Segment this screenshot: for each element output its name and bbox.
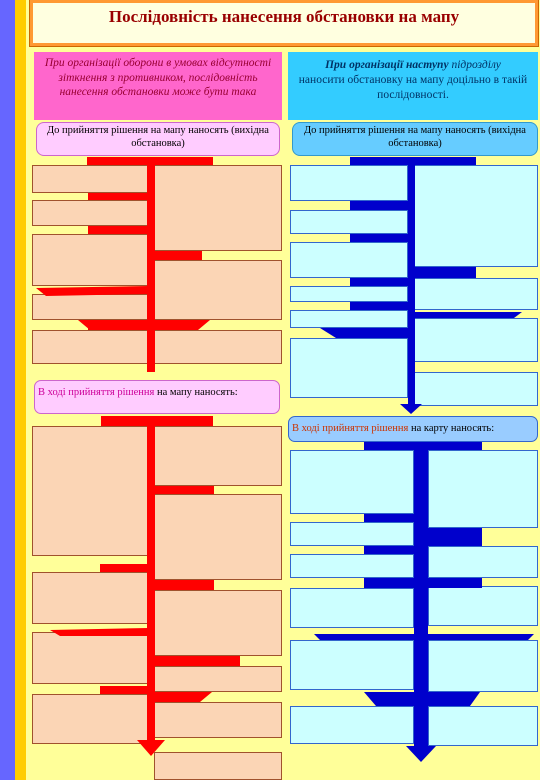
- offense-step-box: [290, 450, 414, 514]
- offense-step-box: [290, 554, 414, 578]
- offense-branch-right: [414, 267, 476, 278]
- defense-branch-left: [50, 628, 148, 636]
- offense-branch-left: [350, 302, 408, 310]
- defense-branch-left: [100, 686, 148, 694]
- defense-wedge: [78, 320, 210, 330]
- defense-branch-right: [154, 580, 214, 590]
- offense-branch-left: [364, 546, 414, 554]
- offense-branch-right: [414, 312, 522, 318]
- defense-lower-trunk: [147, 416, 155, 746]
- offense-step-box: [290, 286, 408, 302]
- offense-step-box: [290, 706, 414, 744]
- defense-step-box: [32, 572, 148, 624]
- offense-step-box: [414, 165, 538, 267]
- defense-branch-right: [154, 251, 202, 260]
- offense-branch-left: [350, 201, 408, 210]
- defense-decision-rest: на мапу наносять:: [154, 387, 238, 398]
- defense-step-box: [32, 165, 148, 193]
- offense-decision-lead: В ході прийняття рішення: [292, 423, 409, 434]
- defense-branch-left: [88, 193, 148, 200]
- offense-branch-left: [350, 234, 408, 242]
- offense-branch-left: [364, 514, 414, 522]
- offense-step-box: [290, 522, 414, 546]
- offense-step-box: [290, 338, 408, 398]
- defense-branch-left: [88, 226, 148, 234]
- offense-step-box: [290, 165, 408, 201]
- left-accent-stripe-yellow: [15, 0, 26, 780]
- defense-decision-label: В ході прийняття рішення на мапу наносят…: [34, 380, 280, 414]
- offense-wedge: [364, 692, 480, 706]
- offense-step-box: [428, 546, 538, 578]
- defense-upper-trunk: [147, 157, 155, 372]
- offense-lower-trunk: [414, 442, 428, 748]
- defense-step-box: [154, 702, 282, 738]
- offense-step-box: [414, 278, 538, 310]
- offense-step-box: [414, 372, 538, 406]
- offense-decision-label: В ході прийняття рішення на карту нанося…: [288, 416, 538, 442]
- defense-mid-bar: [101, 416, 213, 426]
- page-title: Послідовність нанесення обстановки на ма…: [29, 0, 539, 47]
- defense-step-box: [32, 234, 148, 286]
- offense-step-box: [290, 242, 408, 278]
- offense-wedge: [314, 634, 534, 640]
- offense-step-box: [290, 588, 414, 628]
- offense-decision-rest: на карту наносять:: [408, 423, 495, 434]
- defense-step-box: [154, 494, 282, 580]
- offense-header: При організації наступу підрозділу нанос…: [288, 52, 538, 120]
- defense-step-box: [154, 590, 282, 656]
- defense-step-box: [154, 260, 282, 320]
- offense-initial-label: До прийняття рішення на мапу наносять (в…: [292, 122, 538, 156]
- defense-step-box: [154, 165, 282, 251]
- offense-cross-bar: [364, 578, 482, 588]
- defense-step-box: [154, 426, 282, 486]
- offense-branch-right: [428, 528, 482, 546]
- defense-decision-lead: В ході прийняття рішення: [38, 387, 155, 398]
- defense-arrow-head: [137, 740, 165, 756]
- offense-trunk: [314, 157, 534, 762]
- defense-step-box: [154, 666, 282, 692]
- offense-step-box: [290, 310, 408, 328]
- offense-header-rest1: підрозділу: [448, 59, 501, 71]
- defense-step-box: [154, 752, 282, 780]
- defense-header: При організації оборони в умовах відсутн…: [34, 52, 282, 120]
- defense-wedge: [148, 692, 212, 702]
- offense-header-bold: При організації наступу: [325, 59, 449, 71]
- offense-arrow-head: [406, 746, 436, 762]
- defense-initial-label: До прийняття рішення на мапу наносять (в…: [36, 122, 280, 156]
- defense-trunk: [36, 157, 240, 756]
- defense-step-box: [32, 426, 148, 556]
- offense-step-box: [428, 450, 538, 528]
- offense-step-box: [428, 706, 538, 746]
- defense-step-box: [32, 330, 148, 364]
- defense-branch-left: [36, 286, 148, 296]
- offense-step-box: [414, 318, 538, 362]
- defense-branch-right: [154, 486, 214, 494]
- offense-step-box: [428, 640, 538, 692]
- offense-upper-trunk: [408, 157, 415, 409]
- offense-step-box: [290, 210, 408, 234]
- defense-branch-right: [154, 656, 240, 666]
- offense-step-box: [428, 586, 538, 626]
- offense-wedge: [320, 328, 408, 338]
- offense-header-rest2: наносити обстановку на мапу доцільно в т…: [298, 74, 528, 101]
- defense-header-text: При організації оборони в умовах відсутн…: [44, 57, 272, 98]
- left-accent-stripe: [0, 0, 15, 780]
- offense-step-box: [290, 640, 414, 690]
- defense-branch-left: [100, 564, 148, 572]
- offense-branch-left: [350, 278, 408, 286]
- offense-arrow-small: [400, 404, 422, 414]
- defense-step-box: [32, 200, 148, 226]
